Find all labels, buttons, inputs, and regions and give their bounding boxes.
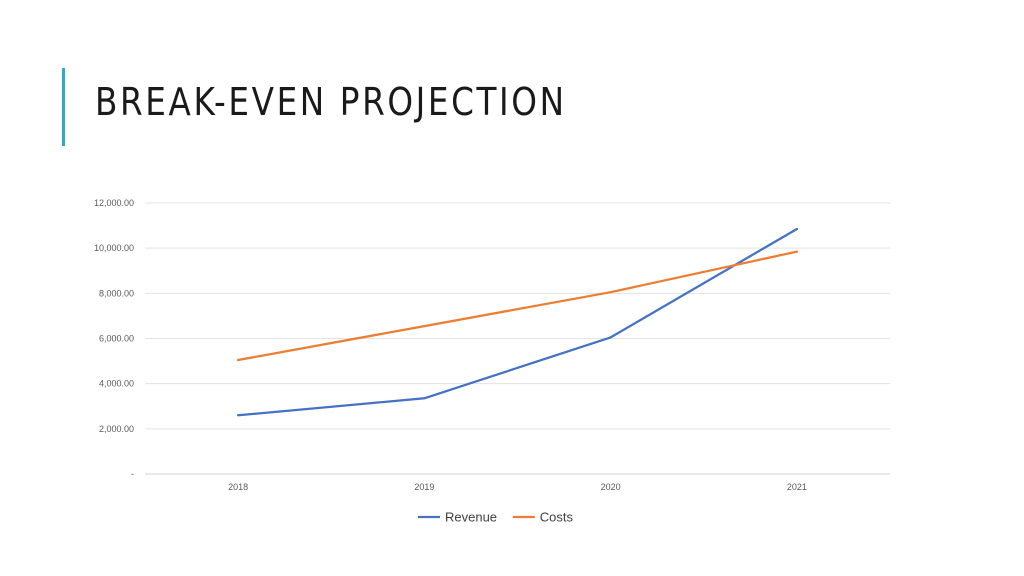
slide-title: BREAK-EVEN PROJECTION [95,80,567,124]
x-tick-label: 2019 [414,482,434,492]
y-tick-label: 6,000.00 [99,334,134,344]
legend-label-costs: Costs [540,510,574,525]
legend: Revenue Costs [418,510,574,525]
y-tick-label: 10,000.00 [94,243,134,253]
y-axis-tick-labels: - 2,000.00 4,000.00 6,000.00 8,000.00 10,000.… [94,198,134,479]
y-tick-label: 2,000.00 [99,424,134,434]
series-lines [236,227,799,417]
y-tick-label: 4,000.00 [99,379,134,389]
x-tick-label: 2020 [601,482,621,492]
gridlines [145,202,890,475]
y-tick-label: 8,000.00 [99,288,134,298]
legend-label-revenue: Revenue [445,510,497,525]
series-line-revenue [236,227,799,417]
y-tick-label: - [131,469,134,479]
x-axis-tick-labels: 2018 2019 2020 2021 [228,482,807,492]
title-accent-bar [62,68,65,146]
y-tick-label: 12,000.00 [94,198,134,208]
series-line-costs [236,250,799,362]
x-tick-label: 2018 [228,482,248,492]
x-tick-label: 2021 [787,482,807,492]
